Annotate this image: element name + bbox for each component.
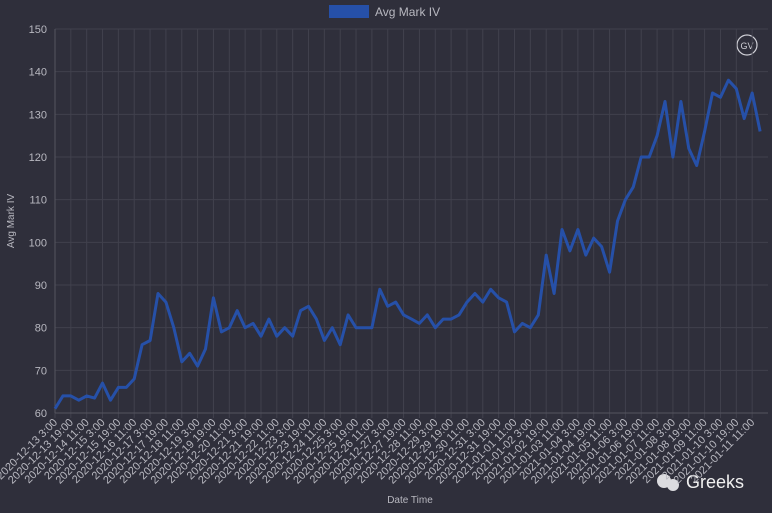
logo-text: GV [740, 41, 753, 51]
x-axis-label: Date Time [387, 495, 433, 506]
y-tick-label: 120 [29, 152, 47, 164]
watermark-icon [667, 479, 679, 491]
logo-circle [736, 34, 758, 56]
y-tick-label: 70 [35, 365, 47, 377]
y-tick-label: 130 [29, 109, 47, 121]
grid [54, 28, 768, 418]
watermark-text: Greeks [686, 472, 744, 492]
y-tick-label: 100 [29, 237, 47, 249]
y-tick-label: 60 [35, 408, 47, 420]
y-axis-label: Avg Mark IV [6, 194, 17, 249]
y-tick-label: 110 [29, 195, 47, 207]
y-tick-label: 90 [35, 280, 47, 292]
y-tick-label: 80 [35, 323, 47, 335]
logo: GV [736, 34, 758, 56]
y-tick-label: 150 [29, 24, 47, 36]
legend-swatch [329, 5, 369, 18]
line [53, 78, 762, 410]
legend-label: Avg Mark IV [375, 5, 440, 19]
y-tick-label: 140 [29, 67, 47, 79]
watermark: Greeks [657, 472, 744, 492]
